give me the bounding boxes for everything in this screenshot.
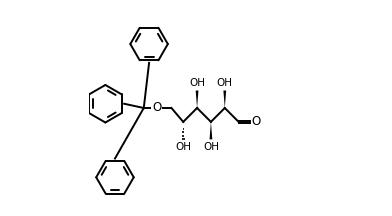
Polygon shape — [196, 91, 198, 108]
Text: OH: OH — [203, 142, 219, 152]
Text: O: O — [152, 102, 161, 114]
Text: O: O — [252, 115, 261, 128]
Polygon shape — [223, 91, 226, 108]
Text: OH: OH — [189, 78, 205, 88]
Text: OH: OH — [217, 78, 233, 88]
Text: OH: OH — [175, 142, 191, 152]
Polygon shape — [210, 122, 212, 139]
